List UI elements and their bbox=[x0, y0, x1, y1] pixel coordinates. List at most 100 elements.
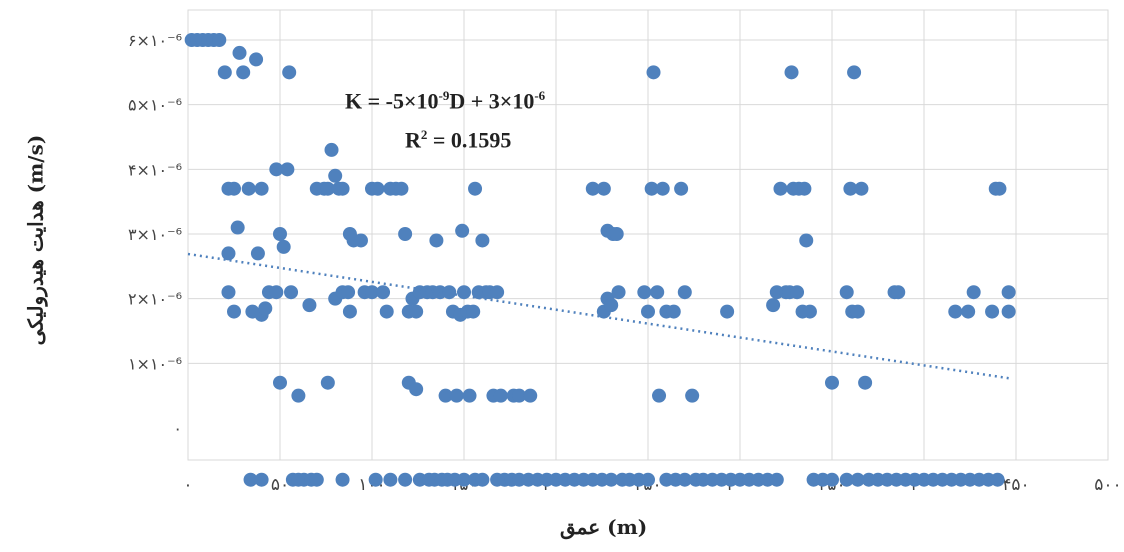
data-point bbox=[376, 285, 391, 300]
data-point bbox=[850, 472, 865, 487]
data-point bbox=[655, 181, 670, 196]
data-point bbox=[398, 472, 413, 487]
data-point bbox=[258, 301, 273, 316]
x-tick-label: ۴۵۰ bbox=[1002, 475, 1029, 495]
data-point bbox=[243, 472, 258, 487]
data-point bbox=[666, 304, 681, 319]
data-point bbox=[674, 181, 689, 196]
data-point bbox=[227, 181, 241, 196]
data-point bbox=[1001, 304, 1016, 319]
data-point bbox=[985, 304, 1000, 319]
data-point bbox=[280, 162, 295, 177]
data-point bbox=[398, 227, 413, 241]
y-tick-label: ۴×۱۰⁻⁶ bbox=[128, 160, 182, 179]
data-point bbox=[221, 285, 236, 300]
r-squared-label: R2 = 0.1595 bbox=[405, 127, 511, 153]
x-axis-title: عمق (m) bbox=[560, 515, 648, 539]
data-point bbox=[990, 472, 1005, 487]
data-point bbox=[273, 375, 287, 390]
data-point bbox=[320, 375, 335, 390]
data-point bbox=[342, 304, 357, 319]
data-point bbox=[468, 181, 483, 196]
equation-part-2: D + 3×10 bbox=[449, 88, 535, 114]
data-point bbox=[221, 246, 236, 261]
data-point bbox=[609, 227, 624, 241]
data-point bbox=[641, 472, 655, 487]
y-tick-label: ۵×۱۰⁻⁶ bbox=[128, 96, 182, 115]
data-point bbox=[825, 375, 839, 390]
data-point bbox=[429, 233, 444, 248]
data-point bbox=[302, 298, 317, 313]
data-point bbox=[328, 168, 343, 183]
data-point bbox=[249, 52, 264, 67]
data-point bbox=[641, 304, 655, 319]
data-point bbox=[784, 65, 799, 80]
data-point bbox=[379, 304, 394, 319]
data-point bbox=[269, 162, 284, 177]
data-point bbox=[250, 246, 265, 261]
trendline-equation: K = -5×10-9D + 3×10-6 bbox=[345, 88, 545, 114]
data-point bbox=[230, 220, 245, 235]
data-point bbox=[644, 181, 659, 196]
data-point bbox=[773, 181, 788, 196]
data-point bbox=[462, 388, 477, 403]
data-point bbox=[217, 65, 232, 80]
grid-lines bbox=[187, 9, 1109, 461]
data-point bbox=[585, 181, 600, 196]
data-point bbox=[843, 181, 858, 196]
data-point bbox=[847, 65, 862, 80]
x-tick-label: ۰ bbox=[183, 475, 192, 495]
data-points bbox=[184, 33, 1016, 487]
x-tick-label: ۵۰۰ bbox=[1094, 475, 1121, 495]
data-point bbox=[961, 304, 976, 319]
data-point bbox=[966, 285, 981, 300]
data-point bbox=[282, 65, 297, 80]
data-point bbox=[276, 239, 291, 254]
data-point bbox=[652, 388, 667, 403]
trendline-path bbox=[187, 252, 1009, 380]
data-point bbox=[383, 472, 398, 487]
data-point bbox=[493, 388, 508, 403]
data-point bbox=[236, 65, 251, 80]
data-point bbox=[790, 285, 805, 300]
data-point bbox=[466, 304, 481, 319]
x-tick-label: ۵۰ bbox=[271, 475, 289, 495]
data-point bbox=[839, 285, 854, 300]
data-point bbox=[685, 388, 700, 403]
equation-exponent-2: -6 bbox=[534, 88, 546, 103]
data-point bbox=[455, 223, 470, 238]
data-point bbox=[241, 181, 256, 196]
y-tick-label: ۳×۱۰⁻⁶ bbox=[128, 225, 182, 244]
data-point bbox=[1001, 285, 1016, 300]
data-point bbox=[891, 285, 906, 300]
data-point bbox=[409, 304, 424, 319]
data-point bbox=[604, 472, 619, 487]
data-point bbox=[854, 181, 869, 196]
data-point bbox=[850, 304, 865, 319]
data-point bbox=[646, 65, 661, 80]
data-point bbox=[335, 181, 350, 196]
data-point bbox=[766, 298, 781, 313]
data-point bbox=[992, 181, 1007, 196]
data-point bbox=[769, 472, 784, 487]
data-point bbox=[637, 285, 652, 300]
data-point bbox=[409, 382, 424, 397]
r2-value: = 0.1595 bbox=[427, 127, 512, 153]
y-axis-title: هدایت هیدرولیکی (m/s) bbox=[12, 90, 58, 390]
data-point bbox=[320, 181, 335, 196]
r2-exponent: 2 bbox=[420, 127, 428, 142]
data-point bbox=[596, 181, 611, 196]
data-point bbox=[948, 304, 963, 319]
data-point bbox=[212, 33, 227, 47]
data-point bbox=[365, 285, 379, 300]
data-point bbox=[523, 388, 538, 403]
data-point bbox=[254, 181, 269, 196]
data-point bbox=[353, 233, 368, 248]
data-point bbox=[341, 285, 356, 300]
trendline bbox=[187, 252, 1009, 380]
y-tick-label: ۰ bbox=[173, 419, 182, 438]
data-point bbox=[475, 472, 490, 487]
data-point bbox=[324, 142, 339, 157]
data-point bbox=[512, 388, 527, 403]
